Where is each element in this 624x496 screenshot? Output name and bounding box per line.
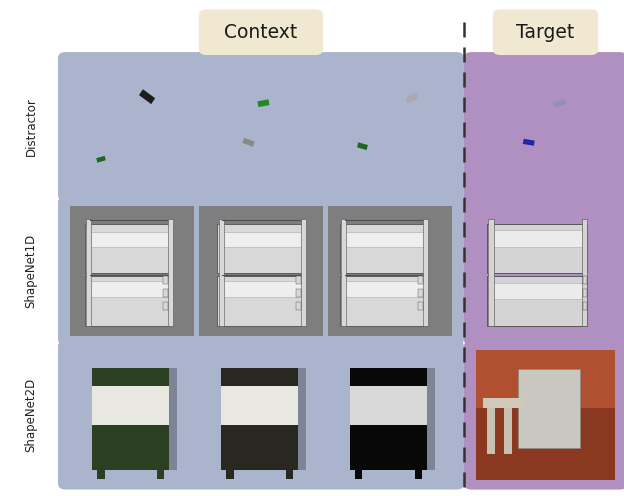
Polygon shape bbox=[406, 92, 419, 104]
Bar bbox=[487, 224, 587, 273]
Bar bbox=[221, 386, 298, 426]
Text: ShapeNet1D: ShapeNet1D bbox=[25, 234, 37, 308]
Bar bbox=[157, 463, 165, 479]
Bar bbox=[343, 232, 425, 248]
FancyBboxPatch shape bbox=[464, 52, 624, 201]
Bar bbox=[86, 219, 91, 325]
Bar bbox=[296, 302, 301, 310]
Bar bbox=[220, 281, 302, 297]
Bar bbox=[163, 289, 168, 297]
FancyBboxPatch shape bbox=[58, 196, 464, 345]
Polygon shape bbox=[96, 156, 106, 163]
Bar bbox=[483, 398, 525, 409]
Bar bbox=[92, 386, 170, 426]
Polygon shape bbox=[242, 138, 255, 147]
Bar bbox=[582, 219, 587, 325]
Bar bbox=[221, 368, 298, 470]
Bar bbox=[301, 219, 306, 325]
Bar bbox=[85, 224, 172, 273]
Bar bbox=[583, 276, 587, 284]
Text: ShapeNet2D: ShapeNet2D bbox=[25, 378, 37, 452]
Polygon shape bbox=[258, 99, 270, 107]
FancyBboxPatch shape bbox=[58, 52, 464, 201]
Bar bbox=[340, 276, 427, 325]
Bar bbox=[163, 302, 168, 310]
FancyBboxPatch shape bbox=[199, 9, 323, 55]
Text: Context: Context bbox=[225, 23, 298, 42]
Bar bbox=[487, 409, 495, 454]
Bar bbox=[87, 232, 170, 248]
Bar bbox=[218, 219, 223, 325]
Bar bbox=[298, 368, 306, 470]
Bar bbox=[226, 463, 233, 479]
Text: Target: Target bbox=[517, 23, 575, 42]
Bar bbox=[97, 463, 105, 479]
Polygon shape bbox=[523, 139, 535, 146]
Bar bbox=[419, 289, 424, 297]
Bar bbox=[163, 276, 168, 284]
Bar bbox=[487, 276, 587, 325]
Bar bbox=[415, 463, 422, 479]
Bar bbox=[424, 219, 429, 325]
Bar bbox=[583, 289, 587, 297]
Bar bbox=[490, 283, 585, 300]
Bar bbox=[87, 281, 170, 297]
Bar bbox=[341, 219, 346, 325]
Bar bbox=[296, 289, 301, 297]
Bar bbox=[296, 276, 301, 284]
Text: Distractor: Distractor bbox=[25, 97, 37, 156]
FancyBboxPatch shape bbox=[493, 9, 598, 55]
FancyBboxPatch shape bbox=[464, 340, 624, 490]
Bar bbox=[340, 224, 427, 273]
FancyBboxPatch shape bbox=[58, 340, 464, 490]
Bar bbox=[355, 463, 363, 479]
Bar bbox=[350, 386, 427, 426]
Bar bbox=[286, 463, 293, 479]
Bar bbox=[490, 231, 585, 248]
Bar bbox=[419, 302, 424, 310]
Bar bbox=[427, 368, 435, 470]
Bar bbox=[489, 219, 494, 325]
Bar bbox=[92, 368, 170, 470]
Polygon shape bbox=[357, 142, 368, 150]
Bar bbox=[170, 368, 177, 470]
FancyBboxPatch shape bbox=[464, 196, 624, 345]
Bar bbox=[168, 219, 173, 325]
Polygon shape bbox=[139, 89, 155, 104]
Bar bbox=[419, 276, 424, 284]
Bar bbox=[220, 232, 302, 248]
Bar bbox=[475, 350, 615, 409]
Polygon shape bbox=[553, 99, 567, 108]
Bar bbox=[504, 409, 512, 454]
Bar bbox=[518, 370, 580, 447]
Bar bbox=[217, 276, 305, 325]
Bar bbox=[343, 281, 425, 297]
Bar bbox=[217, 224, 305, 273]
Bar bbox=[583, 302, 587, 310]
Bar bbox=[350, 368, 427, 470]
Bar bbox=[85, 276, 172, 325]
